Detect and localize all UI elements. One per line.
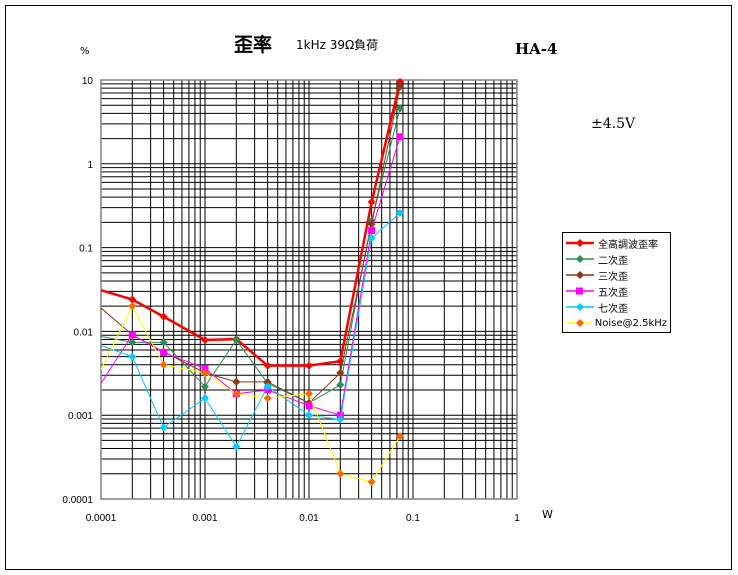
legend-label: 七次歪 [598,303,628,315]
supply-voltage-label: ±4.5V [591,116,636,132]
data-point-marker [305,389,313,398]
data-point-marker [160,349,168,357]
data-point-marker [232,335,241,344]
y-tick-label: 0.01 [74,327,94,338]
chart-frame [5,5,732,570]
series-line-1 [101,108,401,404]
legend-item: 五次歪 [566,283,667,299]
y-tick-label: 10 [82,76,94,87]
data-point-marker [367,198,376,207]
data-point-marker [396,133,404,141]
data-point-marker [336,469,345,478]
data-point-marker [263,361,272,370]
legend-swatch [566,271,594,279]
data-point-marker [201,368,209,377]
legend-label: 二次歪 [598,255,628,267]
data-point-marker [128,302,137,311]
data-point-marker [367,477,376,486]
data-point-marker [396,208,405,217]
data-point-marker [128,338,137,347]
data-point-marker [263,394,272,403]
y-tick-label: 0.0001 [62,495,93,506]
legend-label: 全高調波歪率 [598,239,658,251]
data-point-marker [201,382,209,391]
legend-label: 五次歪 [598,287,628,299]
plot-border [100,79,518,500]
data-point-marker [232,389,241,398]
series-line-3 [101,136,401,416]
y-axis-label: % [80,46,90,57]
series-line-0 [101,81,402,367]
legend-item: 七次歪 [566,299,667,315]
legend: 全高調波歪率 二次歪三次歪五次歪七次歪 Noise@2.5kHz [562,232,671,333]
data-point-marker [336,368,345,377]
legend-item: 二次歪 [566,251,667,267]
data-point-marker [367,234,376,243]
legend-item: 全高調波歪率 [566,235,667,251]
data-point-marker [159,423,168,432]
chart-subtitle: 1kHz 39Ω負荷 [296,38,379,52]
data-point-marker [396,432,405,441]
legend-swatch [566,319,591,327]
data-point-marker [159,312,168,321]
series-line-5 [101,305,401,483]
data-point-marker [305,411,313,420]
x-tick-label: 0.0001 [86,513,117,524]
model-label: HA-4 [515,40,558,58]
legend-swatch [566,303,594,311]
x-tick-label: 1 [514,513,520,524]
data-point-marker [336,411,344,419]
x-tick-label: 0.1 [406,513,420,524]
data-point-marker [305,361,313,370]
data-point-marker [159,338,168,347]
series-line-4 [101,212,401,448]
legend-swatch [566,239,594,247]
data-point-marker [396,104,405,113]
y-tick-label: 0.001 [68,411,93,422]
legend-swatch [566,287,594,295]
data-point-marker [263,382,272,391]
data-point-marker [128,331,136,339]
data-point-marker [201,394,209,403]
data-point-marker [128,295,137,304]
legend-label: Noise@2.5kHz [594,317,667,329]
data-point-marker [232,377,241,386]
legend-item: 三次歪 [566,267,667,283]
x-tick-label: 0.001 [192,513,217,524]
data-point-marker [336,415,345,424]
data-point-marker [201,335,209,344]
data-point-marker [368,226,376,234]
data-point-marker [128,352,137,361]
x-axis-label: W [542,508,553,521]
data-point-marker [201,365,209,373]
data-point-marker [232,442,241,451]
data-point-marker [396,77,405,86]
data-point-marker [159,360,168,369]
data-point-marker [396,82,405,91]
x-tick-label: 0.01 [299,513,319,524]
data-point-marker [305,402,313,410]
y-tick-label: 0.1 [79,244,93,255]
legend-item: Noise@2.5kHz [566,315,667,331]
legend-swatch [566,255,594,263]
data-point-marker [263,377,272,386]
y-tick-label: 1 [87,160,93,171]
series-line-2 [101,86,401,404]
data-point-marker [336,380,345,389]
legend-label: 三次歪 [598,271,628,283]
chart-title: 歪率 [234,34,273,56]
